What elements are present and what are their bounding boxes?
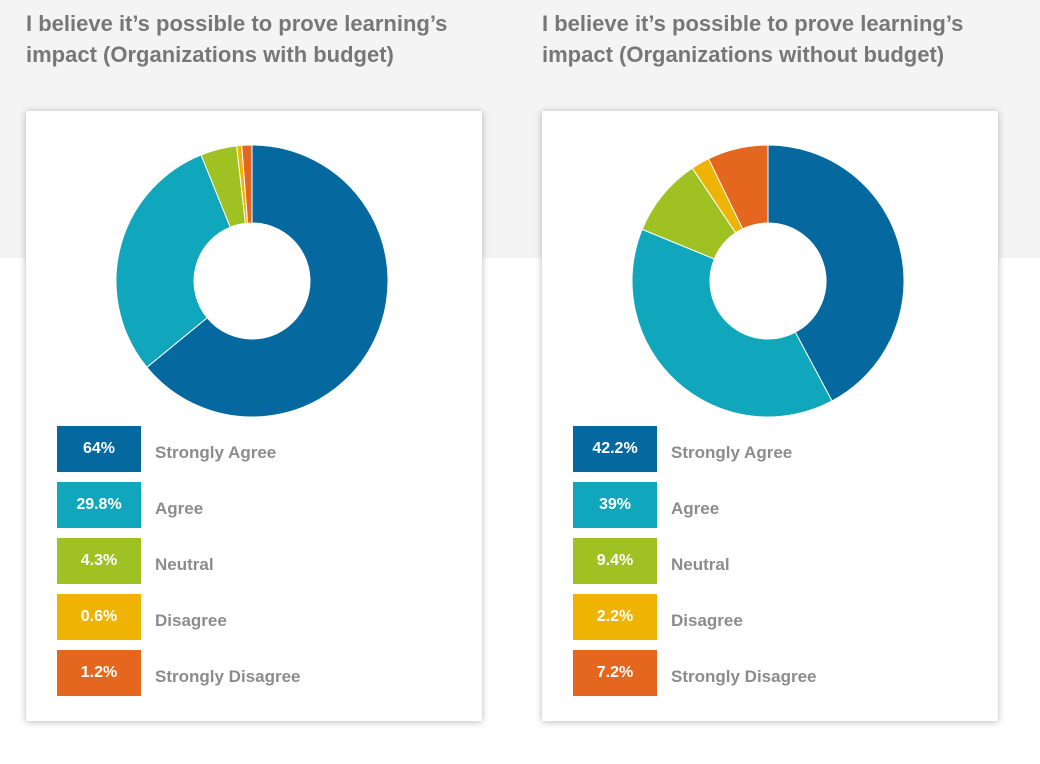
legend-label-disagree: Disagree bbox=[671, 611, 743, 630]
donut-chart-with-budget bbox=[115, 144, 389, 418]
donut-slice-strongly-disagree bbox=[707, 144, 769, 230]
legend-value-neutral: 9.4% bbox=[573, 538, 657, 584]
donut-slice-agree bbox=[115, 154, 231, 368]
chart-card-without-budget: 42.2% Strongly Agree 39% Agree 9.4% Neutral 2.… bbox=[542, 111, 998, 721]
legend-value-strongly-disagree: 1.2% bbox=[57, 650, 141, 696]
legend-value-agree: 29.8% bbox=[57, 482, 141, 528]
donut-slice-strongly-agree bbox=[767, 144, 905, 402]
legend-value-disagree: 2.2% bbox=[573, 594, 657, 640]
donut-chart-without-budget bbox=[631, 144, 905, 418]
legend-label-neutral: Neutral bbox=[155, 555, 214, 574]
chart-title-without-budget: I believe it’s possible to prove learnin… bbox=[542, 11, 964, 67]
legend-value-strongly-agree: 42.2% bbox=[573, 426, 657, 472]
legend-value-strongly-disagree: 7.2% bbox=[573, 650, 657, 696]
legend-label-strongly-agree: Strongly Agree bbox=[155, 443, 277, 462]
donut-slice-strongly-disagree bbox=[241, 144, 253, 224]
legend-value-neutral: 4.3% bbox=[57, 538, 141, 584]
legend-value-strongly-agree: 64% bbox=[57, 426, 141, 472]
chart-title-with-budget: I believe it’s possible to prove learnin… bbox=[26, 11, 448, 67]
donut-slice-agree bbox=[631, 228, 833, 418]
legend-label-strongly-agree: Strongly Agree bbox=[671, 443, 793, 462]
donut-slice-strongly-agree bbox=[146, 144, 389, 418]
legend-label-strongly-disagree: Strongly Disagree bbox=[155, 667, 301, 686]
legend-value-disagree: 0.6% bbox=[57, 594, 141, 640]
chart-card-with-budget: 64% Strongly Agree 29.8% Agree 4.3% Neutral 0.… bbox=[26, 111, 482, 721]
legend-label-agree: Agree bbox=[671, 499, 720, 518]
legend-label-agree: Agree bbox=[155, 499, 204, 518]
legend-label-disagree: Disagree bbox=[155, 611, 227, 630]
legend-value-agree: 39% bbox=[573, 482, 657, 528]
legend-label-neutral: Neutral bbox=[671, 555, 730, 574]
legend-label-strongly-disagree: Strongly Disagree bbox=[671, 667, 817, 686]
